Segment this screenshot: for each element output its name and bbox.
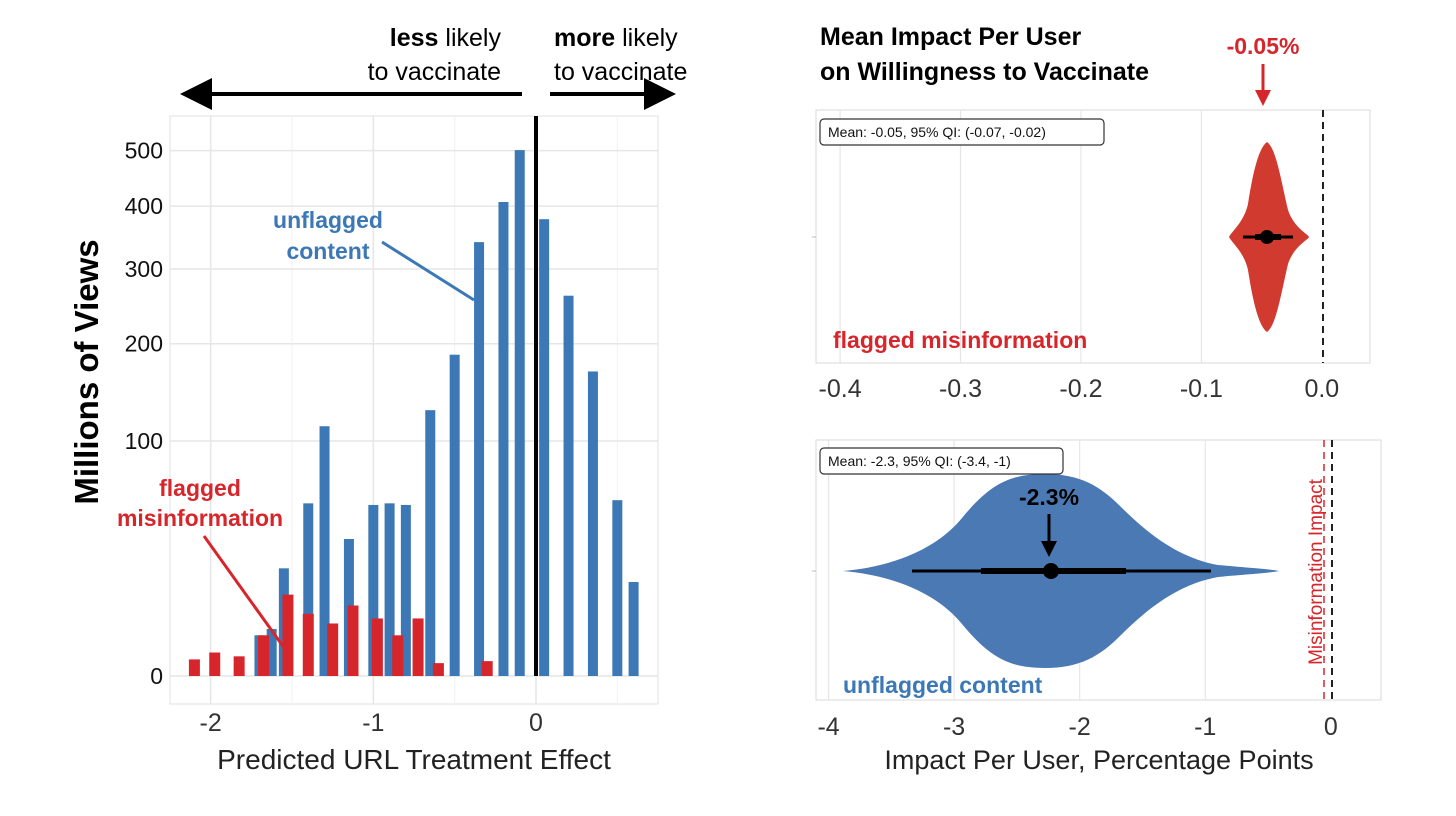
more-likely-line2: to vaccinate <box>554 58 687 86</box>
unflagged-bar <box>628 582 639 676</box>
right-title-line2: on Willingness to Vaccinate <box>820 58 1149 86</box>
left-y-tick-label: 100 <box>125 428 163 454</box>
left-x-tick-label: -2 <box>200 709 222 737</box>
flagged-bar <box>302 613 314 676</box>
flagged-stats-label: Mean: -0.05, 95% QI: (-0.07, -0.02) <box>828 124 1046 140</box>
flagged-series-label: flagged misinformation <box>833 327 1087 353</box>
unflagged-stats-box <box>819 447 1064 475</box>
flagged-bar <box>347 605 359 676</box>
flagged-bar <box>327 623 339 676</box>
left-y-tick-label: 200 <box>125 331 163 357</box>
right-title-line1: Mean Impact Per User <box>820 23 1081 51</box>
unflagged-bar <box>266 629 277 676</box>
rb-x-tick-label: -3 <box>943 713 965 741</box>
unflagged-mean-point <box>1043 563 1059 579</box>
unflagged-bar <box>514 150 525 677</box>
more-bold: more <box>554 24 615 52</box>
left-y-tick-label: 500 <box>125 138 163 164</box>
unflagged-bar <box>587 371 598 676</box>
less-likely-line2: to vaccinate <box>368 58 501 86</box>
left-y-axis-title: Millions of Views <box>68 239 105 504</box>
left-x-tick-label: -1 <box>362 709 384 737</box>
flagged-bar <box>412 618 424 676</box>
unflagged-bar <box>612 500 623 676</box>
unflagged-bar <box>474 242 485 676</box>
less-rest: likely <box>445 24 501 52</box>
flagged-bar <box>188 659 200 676</box>
left-x-tick-label: 0 <box>529 709 543 737</box>
flagged-mean-callout: -0.05% <box>1227 33 1300 59</box>
rb-x-tick-label: 0 <box>1324 713 1338 741</box>
left-plot-background <box>169 115 659 705</box>
left-y-tick-label: 300 <box>125 256 163 282</box>
right-top-x-tick-labels: -0.4 -0.3 -0.2 -0.1 0.0 <box>819 375 1340 403</box>
flagged-bar <box>432 663 444 676</box>
flagged-bar <box>258 635 270 676</box>
unflagged-bar <box>400 504 411 676</box>
rt-x-tick-label: 0.0 <box>1304 375 1339 403</box>
flagged-bar <box>282 594 294 676</box>
unflagged-bar <box>303 503 314 676</box>
more-rest: likely <box>622 24 678 52</box>
less-likely-line1: less likely <box>390 24 502 52</box>
less-bold: less <box>390 24 439 52</box>
right-bottom-x-axis-title: Impact Per User, Percentage Points <box>884 745 1313 775</box>
right-bottom-x-tick-labels: -4 -3 -2 -1 0 <box>817 713 1337 741</box>
unflagged-stats-label: Mean: -2.3, 95% QI: (-3.4, -1) <box>828 453 1011 469</box>
flagged-mean-point <box>1260 230 1274 244</box>
flagged-bar <box>209 652 221 676</box>
rb-x-tick-label: -2 <box>1069 713 1091 741</box>
unflagged-mean-callout: -2.3% <box>1019 484 1079 510</box>
rt-x-tick-label: -0.1 <box>1180 375 1223 403</box>
flagged-annotation-line1: flagged <box>159 475 241 501</box>
rt-x-tick-label: -0.3 <box>939 375 982 403</box>
flagged-callout-arrow-head <box>1255 90 1271 106</box>
flagged-annotation-line2: misinformation <box>117 505 283 531</box>
flagged-stats-box <box>819 118 1105 146</box>
flagged-bar <box>371 618 383 676</box>
flagged-bar <box>233 656 245 676</box>
left-y-tick-label: 0 <box>150 663 163 689</box>
misinformation-impact-label: Misinformation Impact <box>1306 478 1327 665</box>
right-top-gridlines <box>839 110 1202 363</box>
unflagged-annotation-line1: unflagged <box>273 207 383 233</box>
left-y-tick-label: 400 <box>125 193 163 219</box>
left-x-axis-title: Predicted URL Treatment Effect <box>217 744 611 775</box>
unflagged-bar <box>368 504 379 676</box>
flagged-bar <box>392 635 404 676</box>
rb-x-tick-label: -1 <box>1194 713 1216 741</box>
unflagged-bar <box>384 503 395 676</box>
unflagged-bar <box>319 426 330 676</box>
left-histogram-panel: 0 100 200 300 400 500 -2 -1 0 less likely to va… <box>68 24 687 775</box>
unflagged-bar <box>563 295 574 676</box>
unflagged-bar <box>498 202 509 676</box>
unflagged-annotation-line2: content <box>286 238 369 264</box>
more-likely-line1: more likely <box>554 24 678 52</box>
unflagged-bar <box>449 354 460 676</box>
unflagged-callout-arrow-head <box>1041 541 1057 557</box>
unflagged-annotation-pointer <box>381 240 475 302</box>
right-top-violin-panel: Mean Impact Per User on Willingness to V… <box>812 23 1371 403</box>
left-x-tick-labels: -2 -1 0 <box>200 709 543 737</box>
left-bars <box>188 150 639 677</box>
flagged-bar <box>481 661 493 676</box>
unflagged-bar <box>425 410 436 676</box>
rt-x-tick-label: -0.2 <box>1059 375 1102 403</box>
rt-x-tick-label: -0.4 <box>819 375 862 403</box>
right-bottom-violin-panel: -2.3% Mean: -2.3, 95% QI: (-3.4, -1) unf… <box>812 439 1382 775</box>
unflagged-bar <box>539 219 550 676</box>
flagged-annotation-pointer <box>202 535 287 650</box>
rb-x-tick-label: -4 <box>817 713 839 741</box>
unflagged-series-label: unflagged content <box>843 672 1043 698</box>
left-y-tick-labels: 0 100 200 300 400 500 <box>125 138 163 689</box>
